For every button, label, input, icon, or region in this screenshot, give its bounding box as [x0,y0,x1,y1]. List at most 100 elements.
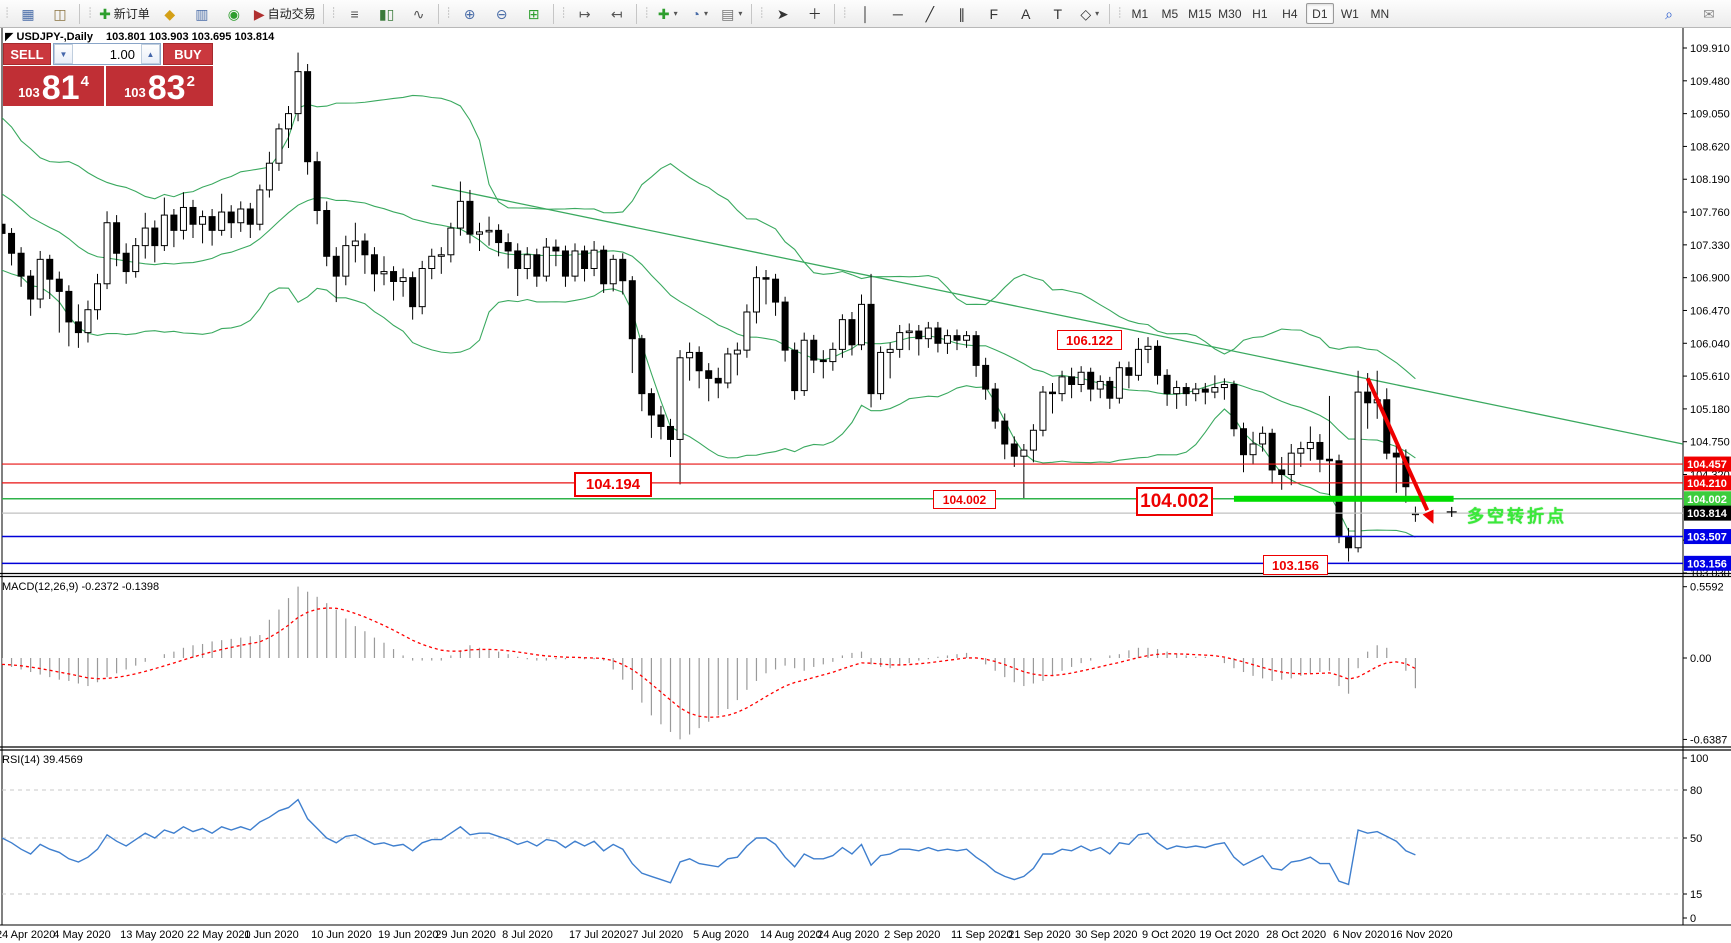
auto-scroll-icon: ↦ [578,5,591,22]
volume-increase-button[interactable]: ▲ [141,44,160,64]
templates-dropdown-icon[interactable]: ▾ [738,9,743,18]
price-label-box[interactable]: 104.002 [1136,487,1213,516]
price-label-box[interactable]: 106.122 [1057,330,1122,350]
price-axis-label: 106.040 [1690,338,1730,350]
trendline-button[interactable]: ╱ [914,2,946,26]
date-label: 30 Sep 2020 [1075,929,1137,941]
bar-chart-type-button[interactable]: ≡ [339,2,371,26]
green-support-bar[interactable] [1233,495,1454,502]
tile-windows-icon: ⊞ [527,5,540,22]
timeframe-mn[interactable]: MN [1370,6,1390,21]
buy-price-prefix: 103 [124,85,146,100]
date-label: 13 May 2020 [120,929,184,941]
periods-dropdown-icon[interactable]: ▾ [703,9,708,18]
sell-price-quote[interactable]: 103 81 4 [3,66,104,106]
add-indicator-button[interactable]: ✚ ▾ [652,2,684,26]
fibonacci-button[interactable]: F [978,2,1010,26]
timeframe-m5[interactable]: M5 [1161,6,1179,21]
timeframe-d1[interactable]: D1 [1305,3,1334,24]
candle-chart-type-button[interactable]: ▮▯ [371,2,403,26]
market-depth-button[interactable]: ▥ [186,2,218,26]
timeframe-m30[interactable]: M30 [1218,6,1242,21]
profile-search-icon: ◫ [53,5,67,22]
one-click-trading-panel: SELL ▼ ▲ BUY 103 81 4 103 83 2 [3,43,213,106]
horizontal-line-button[interactable]: ─ [882,2,914,26]
text-label-icon: T [1053,5,1063,22]
timeframe-m1[interactable]: M1 [1131,6,1149,21]
auto-trading-label: 自动交易 [267,7,316,21]
svg-text:0.5592: 0.5592 [1690,582,1724,594]
line-chart-type-icon: ∿ [412,5,425,22]
templates-button[interactable]: ▤ ▾ [716,2,748,26]
chart-window-icon: ▦ [21,5,35,22]
equidistant-channel-icon: ∥ [958,5,966,22]
tile-windows-button[interactable]: ⊞ [518,2,550,26]
buy-price-quote[interactable]: 103 83 2 [106,66,213,106]
search-button[interactable]: ⌕ [1653,2,1685,26]
templates-icon: ▤ [721,5,735,22]
date-label: 28 Oct 2020 [1266,929,1326,941]
toolbar-group-handle: ┊ [330,8,337,19]
text-button[interactable]: A [1010,2,1042,26]
svg-text:103.814: 103.814 [1687,508,1728,520]
profile-search-button[interactable]: ◫ [44,2,76,26]
zoom-in-button[interactable]: ⊕ [454,2,486,26]
market-depth-icon: ▥ [195,5,209,22]
timeframe-h1[interactable]: H1 [1252,6,1268,21]
price-axis-label: 107.760 [1690,207,1730,219]
volume-input[interactable] [73,44,141,64]
volume-stepper: ▼ ▲ [53,43,161,65]
tick-marker [1446,506,1457,517]
zoom-out-button[interactable]: ⊖ [486,2,518,26]
signals-button[interactable]: ◉ [218,2,250,26]
price-label-box[interactable]: 104.194 [574,472,652,497]
cursor-button[interactable]: ➤ [767,2,799,26]
toolbar-group-handle: ┊ [758,8,765,19]
macd-signal-line [2,607,1416,718]
add-indicator-icon: ✚ [657,5,670,22]
eraser-button[interactable]: ◆ [154,2,186,26]
svg-text:103.507: 103.507 [1687,532,1727,544]
equidistant-channel-button[interactable]: ∥ [946,2,978,26]
sell-price-prefix: 103 [18,85,40,100]
main-toolbar: ┊ ▦ ◫ ┊ ✚ 新订单 ◆ ▥ ◉ ▶ 自动交易 ┊ ≡ ▮▯ ∿ ┊ ⊕ ⊖ ⊞ ┊ ↦ ↤ ┊ ✚ ▾ ◔ ▾ ▤ ▾ ┊ ➤ ＋ ┊ │… [0,0,1731,28]
price-axis-label: 109.050 [1690,109,1730,121]
timeframe-h4[interactable]: H4 [1282,6,1298,21]
price-label-box[interactable]: 104.002 [933,490,996,509]
annotation-turning-point[interactable]: 多空转折点 [1467,507,1567,526]
price-tag: 104.210 [1684,475,1731,491]
new-order-button[interactable]: ✚ 新订单 [95,2,154,26]
timeframe-w1[interactable]: W1 [1340,6,1359,21]
sell-button[interactable]: SELL [3,43,51,65]
trend-arrow[interactable] [1365,377,1434,524]
text-label-button[interactable]: T [1042,2,1074,26]
auto-scroll-button[interactable]: ↦ [569,2,601,26]
timeframe-m15[interactable]: M15 [1188,6,1212,21]
date-label: 9 Oct 2020 [1142,929,1196,941]
arrows-dropdown-icon[interactable]: ▾ [1095,9,1100,18]
price-label-box[interactable]: 103.156 [1263,555,1328,575]
auto-trading-button[interactable]: ▶ 自动交易 [250,2,320,26]
descending-trendline[interactable] [431,184,1683,445]
vertical-line-button[interactable]: │ [850,2,882,26]
price-axis-label: 107.330 [1690,240,1730,252]
date-label: 19 Oct 2020 [1199,929,1259,941]
vertical-line-icon: │ [861,5,871,22]
add-indicator-dropdown-icon[interactable]: ▾ [673,9,678,18]
chart-window-button[interactable]: ▦ [12,2,44,26]
price-axis-label: 108.190 [1690,174,1730,186]
volume-decrease-button[interactable]: ▼ [54,44,73,64]
svg-text:50: 50 [1690,833,1702,845]
line-chart-type-button[interactable]: ∿ [403,2,435,26]
horizontal-lines[interactable] [2,463,1683,565]
chat-button[interactable]: ✉ [1693,2,1725,26]
toolbar-group-handle: ┊ [87,8,94,19]
buy-button[interactable]: BUY [163,43,213,65]
arrows-button[interactable]: ◇ ▾ [1074,2,1106,26]
periods-button[interactable]: ◔ ▾ [684,2,716,26]
date-label: 10 Jun 2020 [311,929,372,941]
chart-shift-button[interactable]: ↤ [601,2,633,26]
crosshair-button[interactable]: ＋ [799,2,831,26]
